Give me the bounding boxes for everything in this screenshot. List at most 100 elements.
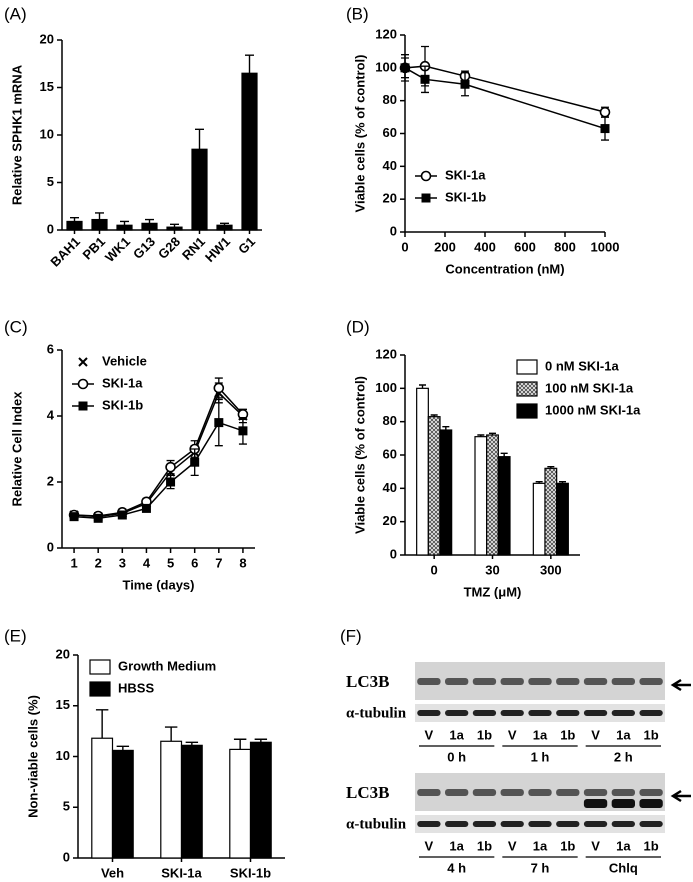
legend-marker [421,193,431,203]
marker [117,510,127,520]
y-axis-title: Viable cells (% of control) [352,55,367,213]
legend-swatch [516,403,538,419]
y-tick-label: 2 [47,473,54,488]
bar [141,222,158,231]
legend-swatch [89,659,111,675]
band [639,789,663,796]
y-axis-title: Non-viable cells (%) [25,695,40,818]
y-tick-label: 120 [375,346,397,361]
y-tick-label: 40 [383,158,397,173]
bar [556,482,569,556]
x-tick-label: 400 [474,239,496,254]
band [611,799,635,808]
x-tick-label: SKI-1a [161,865,202,880]
legend-marker [420,170,432,182]
bar [241,72,258,231]
panel-label: (E) [4,626,27,645]
marker [213,382,225,394]
bar [116,224,133,231]
band [611,710,635,716]
group-label: 7 h [531,860,550,875]
bar [229,748,252,859]
y-tick-label: 60 [383,446,397,461]
marker [420,74,430,84]
legend-marker [78,357,88,367]
error-bar [233,738,247,750]
band [417,789,441,796]
y-tick-label: 100 [375,59,397,74]
x-tick-label: 0 [401,239,408,254]
x-tick-label: 600 [514,239,536,254]
panel-label: (D) [346,317,370,336]
x-tick-label: Veh [101,865,124,880]
x-tick-label: 6 [191,555,198,570]
band [639,821,663,827]
arrow [670,789,691,803]
band [639,799,663,808]
band [583,678,608,685]
bar [191,148,208,231]
y-tick-label: 100 [375,380,397,395]
band [417,710,441,716]
blot-label: α-tubulin [346,816,407,832]
error-bar [95,212,104,220]
bar [180,744,203,859]
y-tick-label: 10 [56,748,70,763]
lane-label: V [425,838,434,853]
lane-label: 1a [449,838,464,853]
legend-marker [78,401,88,411]
band [417,678,441,685]
band [445,821,469,827]
y-tick-label: 120 [375,26,397,41]
error-bar [245,54,254,74]
x-tick-label: 8 [239,555,246,570]
band [639,710,663,716]
error-bar [145,218,154,224]
band [445,710,469,716]
bar [160,740,183,859]
error-bar [116,745,130,751]
band [528,710,552,716]
y-tick-label: 5 [47,174,54,189]
lane-label: 1a [449,727,464,742]
band [472,710,497,716]
error-bar [70,216,79,222]
lane-label: V [508,838,517,853]
lane-label: 1b [477,727,492,742]
legend-label: Vehicle [102,353,147,368]
band [611,678,635,685]
x-tick-label: PB1 [80,234,108,262]
x-tick-label: G28 [155,234,183,262]
lane-label: 1a [533,838,548,853]
blot-label: LC3B [346,783,389,802]
series-line [74,391,244,518]
lane-label: 1b [560,838,575,853]
band [556,710,580,716]
bar [216,224,233,231]
y-tick-label: 6 [47,341,54,356]
legend-marker [77,378,89,390]
lane-label: 1a [533,727,548,742]
bar [486,434,499,556]
y-tick-label: 20 [383,513,397,528]
lane-label: 1a [616,838,631,853]
series-line [404,65,606,113]
band [583,710,608,716]
x-tick-label: 300 [540,562,562,577]
series-line [404,67,606,130]
group-label: 0 h [447,749,466,764]
legend-label: 1000 nM SKI-1a [545,402,641,417]
band [500,678,524,685]
band [639,678,663,685]
x-tick-label: 5 [167,555,174,570]
legend-label: 0 nM SKI-1a [545,358,619,373]
panel-label: (F) [340,626,362,645]
panel-label: (C) [4,317,28,336]
band [556,789,580,796]
band [472,789,497,796]
group-label: Chlq [609,860,638,875]
marker [141,503,151,513]
x-tick-label: 2 [95,555,102,570]
lane-label: 1b [644,727,659,742]
band [500,789,524,796]
